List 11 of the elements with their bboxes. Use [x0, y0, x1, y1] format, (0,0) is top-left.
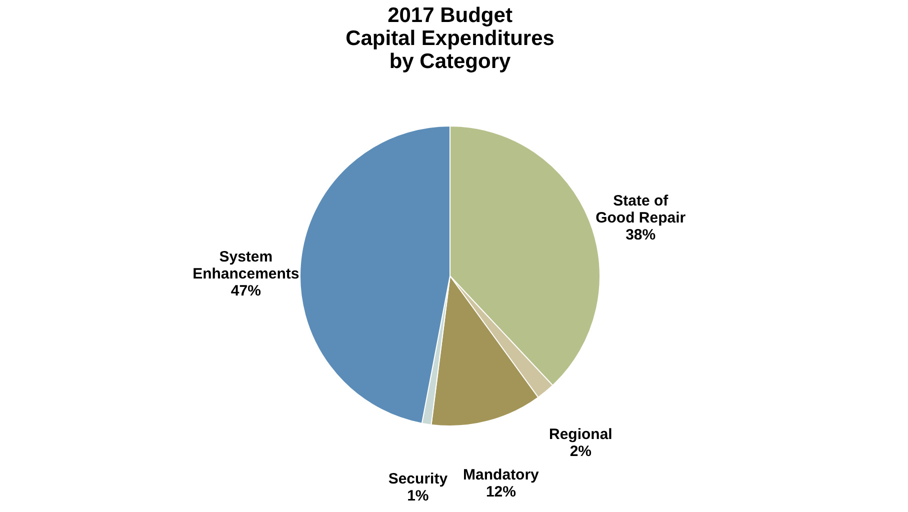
slice-label: Mandatory [463, 466, 540, 484]
slice-label: State of Good Repair [596, 192, 686, 227]
data-label: 47% [230, 282, 261, 300]
data-label: 12% [486, 484, 516, 501]
data-label: 38% [626, 226, 656, 244]
data-label: 2% [570, 442, 592, 460]
slice-label: Regional [549, 426, 612, 443]
chart-title: 2017 Budget Capital Expenditures by Category [346, 4, 554, 73]
slice-label: System Enhancements [192, 248, 300, 283]
slice-label: Security [388, 470, 448, 488]
data-label: 1% [407, 487, 429, 504]
